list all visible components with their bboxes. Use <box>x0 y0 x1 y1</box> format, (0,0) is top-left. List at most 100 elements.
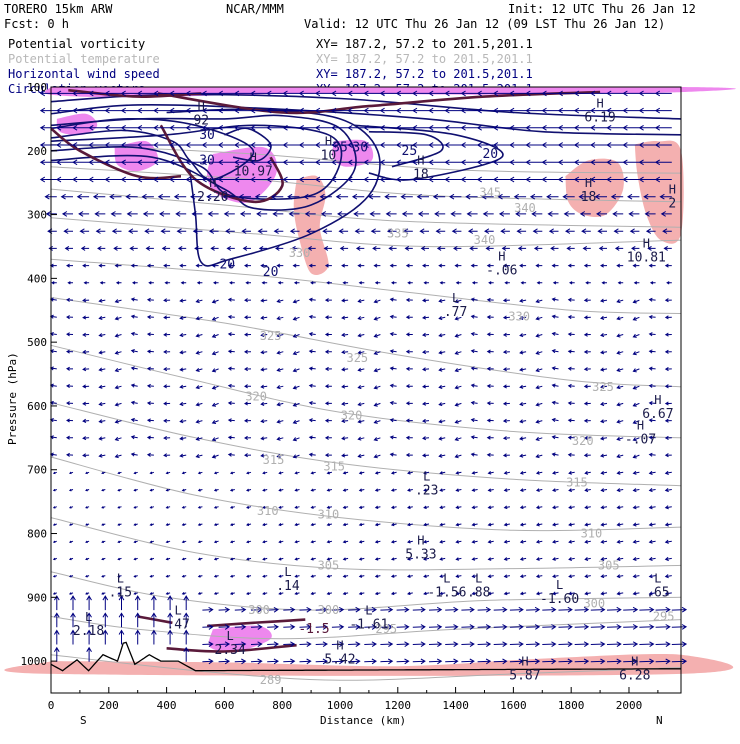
circulation-vector <box>133 540 138 544</box>
circulation-vector <box>471 281 478 285</box>
extremum-value: .47 <box>166 617 189 632</box>
circulation-vector <box>298 90 316 97</box>
pv-high-marker: H <box>417 533 424 547</box>
circulation-vector <box>647 245 656 251</box>
circulation-vector <box>638 176 656 183</box>
circulation-vector <box>260 298 268 303</box>
circulation-vector <box>183 612 190 628</box>
circulation-vector <box>487 557 494 561</box>
circulation-vector <box>358 591 365 596</box>
circulation-vector <box>165 505 171 509</box>
circulation-vector <box>347 176 365 183</box>
circulation-vector <box>470 314 478 319</box>
circulation-vector <box>341 350 349 355</box>
circulation-vector <box>432 193 446 200</box>
circulation-vector <box>525 142 543 148</box>
circulation-vector <box>133 506 138 509</box>
circulation-vector <box>324 298 332 303</box>
circulation-vector <box>66 297 74 302</box>
circulation-vector <box>648 332 656 337</box>
circulation-vector <box>52 523 57 526</box>
circulation-vector <box>260 436 268 441</box>
circulation-vector <box>567 297 575 302</box>
extremum-value: -1.56 <box>427 586 466 601</box>
circulation-vector <box>551 452 559 457</box>
circulation-vector <box>578 193 591 200</box>
circulation-vector <box>114 367 122 373</box>
circulation-vector <box>53 629 60 645</box>
circulation-vector <box>68 557 74 561</box>
circulation-vector <box>583 263 591 268</box>
circulation-vector <box>82 401 90 406</box>
circulation-vector <box>310 281 316 285</box>
circulation-vector <box>276 453 284 458</box>
circulation-vector <box>600 401 608 407</box>
circulation-vector <box>202 624 214 630</box>
y-tick-label: 600 <box>27 400 47 413</box>
circulation-vector <box>298 142 316 148</box>
circulation-vector <box>395 159 413 166</box>
circulation-vector <box>181 540 187 544</box>
circulation-vector <box>195 299 203 304</box>
circulation-vector <box>509 624 524 630</box>
extremum-value: 18 <box>413 168 429 183</box>
circulation-vector <box>167 629 173 645</box>
circulation-vector <box>250 641 263 648</box>
isentrope-line <box>50 517 682 571</box>
circulation-vector <box>163 298 171 303</box>
circulation-vector <box>622 159 640 166</box>
circulation-vector <box>341 315 349 320</box>
circulation-vector <box>211 316 219 321</box>
extremum-value: -1.60 <box>540 592 579 607</box>
circulation-vector <box>567 452 575 457</box>
circulation-vector <box>310 505 316 509</box>
circulation-vector <box>493 641 508 648</box>
circulation-vector <box>52 488 57 492</box>
circulation-vector <box>347 90 365 97</box>
circulation-vector <box>616 350 624 355</box>
circulation-vector <box>130 331 138 336</box>
circulation-vector <box>82 384 90 389</box>
circulation-vector <box>250 90 268 97</box>
contour-label: 320 <box>572 434 594 448</box>
circulation-vector <box>229 540 235 544</box>
y-tick-label: 200 <box>27 145 47 158</box>
circulation-vector <box>310 574 316 578</box>
circulation-vector <box>136 176 154 183</box>
circulation-vector <box>82 418 90 423</box>
circulation-vector <box>632 420 640 425</box>
circulation-vector <box>272 211 284 217</box>
circulation-vector <box>49 383 57 388</box>
circulation-vector <box>262 488 268 492</box>
circulation-vector <box>436 245 446 251</box>
circulation-vector <box>39 176 57 183</box>
circulation-vector <box>165 574 171 578</box>
circulation-vector <box>444 107 462 114</box>
circulation-vector <box>120 107 138 114</box>
circulation-vector <box>308 263 316 268</box>
circulation-vector <box>622 176 640 183</box>
circulation-vector <box>98 315 106 320</box>
circulation-vector <box>306 228 316 234</box>
circulation-vector <box>428 107 446 114</box>
circulation-vector <box>439 591 446 596</box>
circulation-vector <box>201 90 219 97</box>
circulation-vector <box>342 471 349 475</box>
circulation-vector <box>439 557 446 561</box>
contour-label: 340 <box>514 201 536 215</box>
circulation-vector <box>616 299 624 304</box>
circulation-vector <box>341 401 349 406</box>
circulation-vector <box>417 211 429 217</box>
y-tick-label: 300 <box>27 209 47 222</box>
circulation-vector <box>663 245 672 251</box>
circulation-vector <box>234 624 247 630</box>
circulation-vector <box>239 211 251 217</box>
circulation-vector <box>531 211 543 217</box>
extremum-value: -.06 <box>486 263 517 278</box>
circulation-vector <box>551 417 559 422</box>
pv-shading <box>293 175 329 275</box>
contour-label: 30 <box>199 153 215 168</box>
contour-label: 35 <box>332 141 348 156</box>
circulation-vector <box>503 505 510 510</box>
circulation-vector <box>134 629 141 645</box>
